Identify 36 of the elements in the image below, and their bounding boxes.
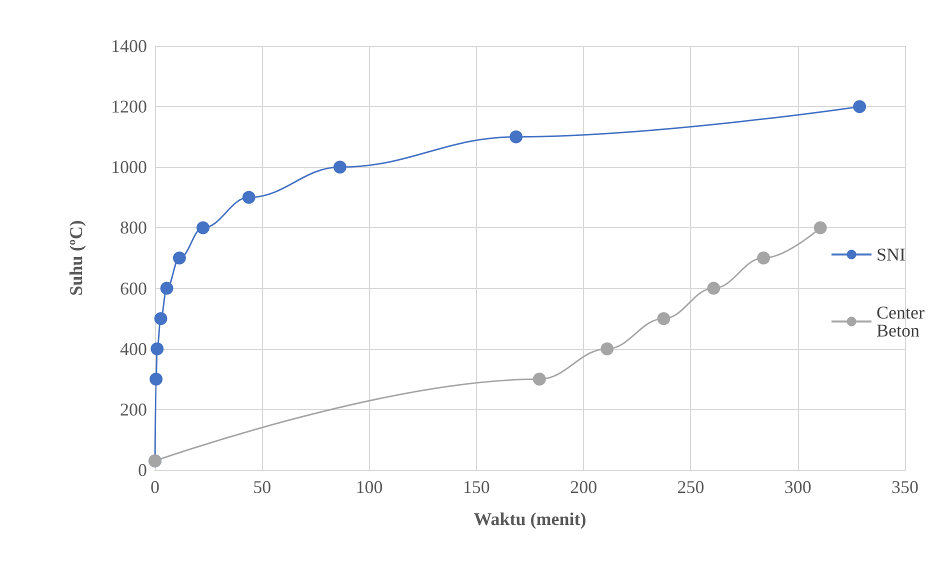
- point: [657, 312, 670, 326]
- y-tick-label: 800: [120, 218, 147, 238]
- y-tick-label: 1000: [111, 157, 147, 178]
- point: [160, 282, 174, 295]
- point: [242, 190, 256, 204]
- x-tick-label: 50: [253, 477, 272, 497]
- point: [707, 282, 720, 295]
- y-axis-title: Suhu (ºC): [66, 220, 86, 296]
- y-tick-label: 1200: [111, 96, 147, 117]
- point: [196, 221, 210, 234]
- legend-label: SNI: [876, 244, 906, 264]
- point: [154, 312, 168, 326]
- point: [532, 372, 546, 386]
- point: [853, 100, 866, 114]
- point: [757, 252, 770, 264]
- y-tick-label: 200: [120, 399, 147, 420]
- x-tick-label: 150: [462, 477, 490, 497]
- point: [600, 342, 614, 356]
- point: [172, 252, 186, 264]
- x-tick-label: 350: [892, 477, 918, 497]
- x-tick-label: 250: [677, 477, 704, 497]
- point: [333, 160, 346, 174]
- point: [510, 130, 523, 144]
- y-tick-label: 600: [120, 278, 147, 298]
- point: [150, 342, 164, 356]
- x-tick-label: 100: [356, 477, 383, 497]
- y-tick-label: 0: [138, 460, 147, 480]
- y-tick-label: 400: [120, 338, 147, 359]
- x-axis-title: Waktu (menit): [474, 509, 586, 529]
- x-tick-label: 200: [570, 477, 598, 497]
- point: [150, 372, 163, 386]
- y-tick-label: 1400: [111, 36, 147, 56]
- point: [814, 221, 827, 234]
- x-tick-label: 0: [150, 477, 160, 497]
- legend-label: Center Beton: [876, 302, 930, 340]
- x-tick-label: 300: [784, 477, 812, 497]
